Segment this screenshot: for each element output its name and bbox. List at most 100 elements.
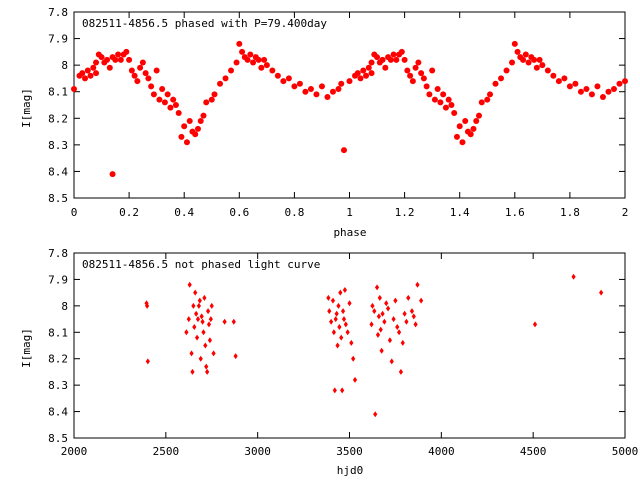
data-point-unphased bbox=[144, 302, 150, 309]
data-point-unphased bbox=[340, 308, 346, 315]
data-point-phased bbox=[429, 67, 436, 74]
data-point-unphased bbox=[382, 318, 387, 325]
data-point-unphased bbox=[202, 294, 207, 301]
y-tick-label-unphased: 8 bbox=[61, 300, 68, 313]
data-points-phased bbox=[71, 40, 628, 178]
data-point-phased bbox=[161, 99, 168, 106]
data-point-unphased bbox=[373, 411, 378, 418]
data-point-phased bbox=[365, 64, 372, 71]
data-point-unphased bbox=[351, 355, 356, 362]
data-point-unphased bbox=[409, 308, 415, 315]
data-point-phased bbox=[514, 48, 521, 55]
data-point-unphased bbox=[203, 342, 208, 349]
data-point-unphased bbox=[369, 321, 374, 328]
x-tick-label-unphased: 2000 bbox=[61, 445, 88, 458]
data-point-phased bbox=[244, 56, 251, 63]
data-point-phased bbox=[346, 78, 353, 85]
data-point-phased bbox=[98, 54, 105, 61]
x-tick-label-phased: 0.4 bbox=[174, 206, 194, 219]
data-point-phased bbox=[561, 75, 568, 82]
data-point-phased bbox=[302, 88, 309, 95]
data-point-phased bbox=[335, 86, 342, 93]
data-point-phased bbox=[462, 117, 469, 124]
x-tick-label-phased: 1 bbox=[346, 206, 353, 219]
y-tick-label-unphased: 7.9 bbox=[48, 273, 68, 286]
data-point-unphased bbox=[184, 329, 189, 336]
data-point-phased bbox=[200, 112, 207, 119]
data-point-phased bbox=[404, 67, 411, 74]
y-tick-label-unphased: 8.3 bbox=[48, 379, 68, 392]
data-point-phased bbox=[137, 64, 144, 71]
data-point-phased bbox=[354, 70, 361, 77]
x-tick-label-unphased: 3000 bbox=[244, 445, 271, 458]
x-tick-label-phased: 0.8 bbox=[284, 206, 304, 219]
x-tick-label-phased: 2 bbox=[622, 206, 629, 219]
data-point-unphased bbox=[389, 358, 394, 365]
data-point-unphased bbox=[338, 289, 343, 296]
data-point-phased bbox=[153, 67, 160, 74]
data-point-phased bbox=[390, 51, 397, 58]
data-point-unphased bbox=[196, 302, 201, 309]
data-point-unphased bbox=[406, 294, 411, 301]
data-point-phased bbox=[197, 117, 204, 124]
data-point-phased bbox=[131, 72, 138, 79]
y-tick-label-unphased: 8.5 bbox=[48, 432, 68, 445]
data-point-unphased bbox=[532, 321, 538, 328]
data-point-unphased bbox=[411, 313, 416, 320]
data-point-unphased bbox=[195, 316, 201, 323]
data-point-phased bbox=[274, 72, 281, 79]
data-point-phased bbox=[431, 96, 438, 103]
data-point-phased bbox=[407, 72, 414, 79]
data-point-phased bbox=[451, 109, 458, 116]
data-point-phased bbox=[420, 75, 427, 82]
data-point-phased bbox=[605, 88, 612, 95]
data-point-unphased bbox=[205, 368, 210, 375]
data-point-phased bbox=[115, 51, 122, 58]
data-point-phased bbox=[192, 131, 199, 138]
phased-light-curve-panel: 082511-4856.5 phased with P=79.400day ph… bbox=[20, 6, 628, 239]
data-point-unphased bbox=[329, 318, 334, 325]
data-point-unphased bbox=[231, 318, 236, 325]
x-tick-label-phased: 1.4 bbox=[450, 206, 470, 219]
data-point-phased bbox=[117, 56, 124, 63]
data-point-unphased bbox=[413, 321, 418, 328]
x-tick-label-phased: 1.8 bbox=[560, 206, 580, 219]
data-point-unphased bbox=[330, 297, 336, 304]
data-point-unphased bbox=[326, 294, 331, 301]
data-point-unphased bbox=[197, 297, 202, 304]
data-point-phased bbox=[368, 59, 375, 66]
data-point-phased bbox=[440, 91, 447, 98]
y-tick-label-phased: 8.2 bbox=[48, 112, 68, 125]
data-point-unphased bbox=[379, 347, 384, 354]
data-point-unphased bbox=[375, 331, 381, 338]
data-point-unphased bbox=[343, 321, 348, 328]
data-point-phased bbox=[453, 133, 460, 140]
plot-frame-phased bbox=[73, 11, 626, 199]
data-point-phased bbox=[104, 56, 111, 63]
data-point-phased bbox=[412, 64, 419, 71]
data-point-unphased bbox=[187, 281, 192, 288]
data-point-unphased bbox=[205, 308, 211, 315]
data-point-phased bbox=[409, 78, 416, 85]
data-point-phased bbox=[178, 133, 185, 140]
y-axis-label-phased: I[mag] bbox=[20, 88, 33, 128]
data-point-unphased bbox=[374, 284, 380, 291]
data-point-phased bbox=[398, 48, 405, 55]
data-point-phased bbox=[247, 51, 254, 58]
data-point-phased bbox=[445, 96, 452, 103]
data-point-phased bbox=[566, 83, 573, 90]
y-tick-label-phased: 7.9 bbox=[48, 33, 68, 46]
data-point-phased bbox=[93, 59, 100, 66]
data-point-phased bbox=[503, 67, 510, 74]
data-point-phased bbox=[183, 139, 190, 146]
data-point-phased bbox=[93, 70, 100, 77]
data-point-unphased bbox=[211, 350, 216, 357]
data-point-phased bbox=[374, 54, 381, 61]
data-point-unphased bbox=[341, 316, 347, 323]
data-point-phased bbox=[511, 40, 518, 47]
data-point-unphased bbox=[571, 273, 576, 280]
data-point-unphased bbox=[404, 318, 409, 325]
data-point-phased bbox=[329, 88, 336, 95]
x-tick-label-unphased: 4500 bbox=[520, 445, 547, 458]
data-point-phased bbox=[520, 56, 527, 63]
